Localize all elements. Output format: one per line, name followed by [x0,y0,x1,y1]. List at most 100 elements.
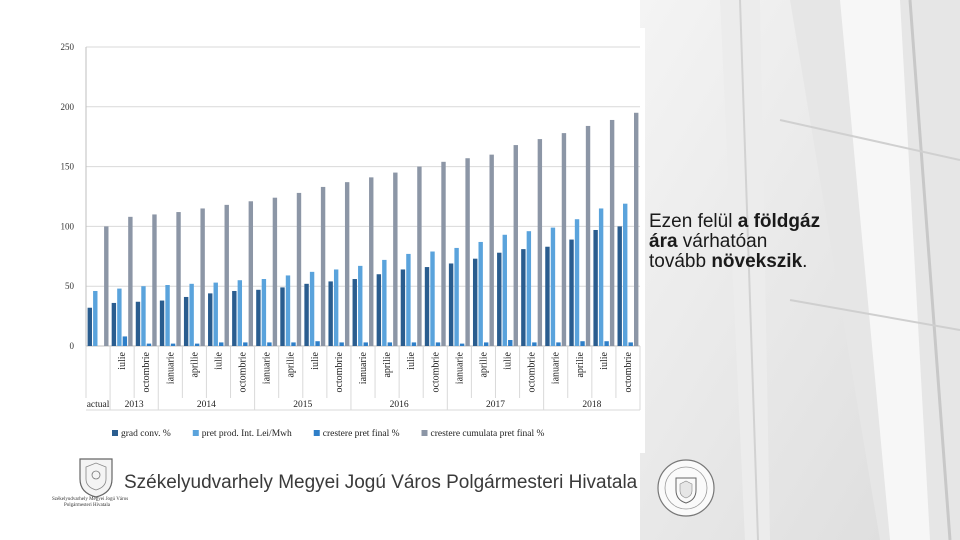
bar-3 [363,342,368,346]
bar-3 [532,342,537,346]
legend-swatch [313,430,320,436]
bar-4 [489,154,494,346]
bar-1 [521,249,526,346]
bar-1 [135,301,141,346]
bar-3 [483,342,489,346]
bar-1 [545,246,550,346]
x-tick-label: octombrie [623,351,634,392]
bar-1 [448,263,454,346]
side-note-bold-1: a földgáz [737,211,821,232]
bar-4 [344,182,350,346]
year-label: 2013 [125,400,144,410]
legend-label: grad conv. % [121,429,171,439]
bar-4 [104,226,109,346]
bar-3 [387,342,393,346]
y-tick-label: 150 [61,162,75,172]
bar-4 [465,158,470,346]
year-label: 2015 [293,400,312,410]
bar-3 [556,342,561,346]
bar-2 [237,280,243,346]
x-tick-label: iulie [117,351,128,369]
bar-2 [502,234,507,346]
bar-chart: 0 50 100 150 200 250 iulie octombrie ianuarie apr… [61,42,641,439]
logo-caption-line2: Polgármesteri Hivatala [64,503,110,508]
bar-4 [561,133,567,346]
year-label: 2017 [486,400,505,410]
official-seal-icon [656,458,716,518]
bar-3 [459,343,465,346]
bar-2 [574,219,580,346]
x-tick-label: octombrie [238,351,249,392]
x-tick-label: aprilie [382,351,393,377]
bar-4 [128,216,133,346]
city-crest-icon [70,455,130,515]
bar-4 [176,212,181,346]
bar-4 [224,204,229,346]
x-tick-label: ianuarie [165,351,176,384]
logo-caption-line1: Székelyudvarhely Megyei Jogú Város [52,497,129,502]
bar-3 [267,342,272,346]
x-tick-label: aprilie [478,351,489,377]
window-light-background [640,0,960,540]
bar-1 [328,281,333,346]
side-note-text-1: Ezen felül [649,211,738,232]
side-note-text-4: . [802,251,808,272]
bar-3 [580,341,585,346]
bar-4 [585,125,591,346]
side-note-text-2: várhatóan [677,231,768,252]
bar-3 [604,341,609,346]
bar-2 [478,241,483,346]
x-tick-label: ianuarie [262,351,273,384]
bar-1 [472,258,478,346]
bar-2 [117,288,122,346]
bar-4 [441,161,446,346]
x-tick-label: octombrie [141,351,152,392]
chart-area: 0 50 100 150 200 250 iulie octombrie ianuarie apr… [40,28,645,453]
bar-2 [358,265,363,346]
logo-caption: Székelyudvarhely Megyei Jogú Város Polgá… [52,497,142,509]
bar-2 [261,279,267,346]
bar-1 [111,302,117,346]
bar-2 [93,290,98,346]
legend-swatch [421,430,428,436]
bar-1 [497,252,502,346]
bar-2 [623,203,628,346]
bar-4 [634,112,639,346]
side-note-bold-2: ára [649,231,678,252]
x-tick-label: aprilie [286,351,297,377]
bar-4 [393,172,398,346]
x-tick-label: iulie [310,351,321,369]
x-tick-label: ianuarie [454,351,465,384]
bar-2 [189,283,194,346]
window-light-decoration [640,0,960,540]
bar-4 [272,197,278,346]
bar-4 [296,192,302,346]
bar-3 [194,343,200,346]
x-tick-label: iulie [406,351,417,369]
bar-3 [315,341,320,346]
side-note-text-3: tovább [649,251,712,272]
bar-4 [609,119,615,347]
bar-1 [87,307,92,346]
bar-1 [376,274,382,346]
bar-4 [513,145,518,346]
x-tick-label: octombrie [430,351,441,392]
bar-3 [122,336,128,346]
x-tick-label: iulie [599,351,610,369]
side-note-bold-3: növekszik [711,251,803,272]
bar-3 [170,343,176,346]
year-label: 2016 [390,400,409,410]
bar-4 [537,139,543,346]
x-tick-label: octombrie [334,351,345,392]
year-label: 2014 [197,400,216,410]
bar-1 [400,269,406,346]
bar-1 [256,289,261,346]
y-tick-label: 200 [61,102,75,112]
bar-3 [243,342,248,346]
bar-2 [382,259,387,346]
legend-swatch [192,430,199,436]
bar-3 [146,343,152,346]
bar-4 [152,214,157,346]
bar-1 [424,267,430,346]
bar-1 [304,283,309,346]
